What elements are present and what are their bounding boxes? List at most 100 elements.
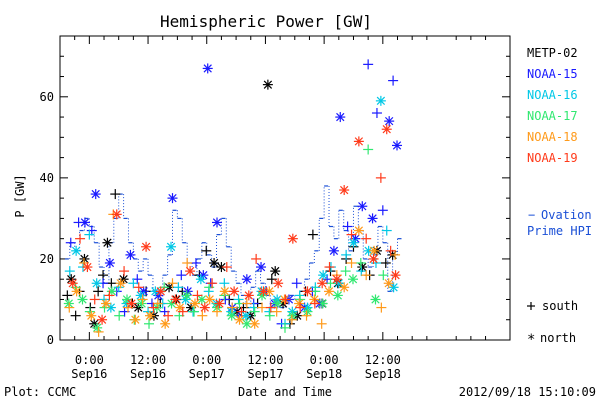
star-stroke (382, 125, 391, 134)
star-stroke (141, 242, 151, 251)
star-stroke (295, 299, 304, 308)
south-point (163, 310, 174, 321)
star-stroke (242, 319, 252, 328)
star-stroke (166, 242, 176, 251)
legend-item-noaa-16: NOAA-16 (527, 88, 578, 102)
star-stroke (333, 291, 343, 300)
star-stroke (340, 283, 349, 292)
north-point (102, 237, 113, 248)
star-stroke (122, 295, 132, 304)
north-point (155, 286, 166, 297)
south-point (133, 282, 144, 293)
south-point (280, 322, 290, 333)
south-point (241, 298, 252, 309)
north-point (294, 298, 305, 309)
south-point (62, 290, 73, 301)
x-tick-label: 12:00 (365, 353, 401, 367)
south-point (182, 257, 193, 268)
north-point (388, 282, 399, 293)
star-stroke (92, 323, 102, 333)
north-point (199, 302, 210, 313)
star-stroke (217, 262, 226, 272)
y-tick-label: 40 (40, 171, 54, 185)
north-point (100, 298, 111, 309)
south-point (64, 302, 75, 313)
plot-area: 02040600:00Sep1612:00Sep160:00Sep1712:00… (40, 35, 511, 381)
star-stroke (392, 141, 402, 150)
north-point (82, 262, 93, 273)
south-point (375, 172, 386, 183)
north-point (71, 245, 82, 256)
south-point (137, 294, 148, 305)
star-stroke (265, 287, 274, 296)
south-point (249, 306, 260, 317)
south-point (201, 245, 212, 256)
south-point (110, 189, 121, 200)
star-stroke (241, 311, 251, 320)
north-point (202, 63, 213, 74)
north-point (357, 201, 368, 212)
north-point (302, 286, 313, 297)
south-point (376, 302, 387, 313)
legend: METP-02 NOAA-15 NOAA-16 NOAA-17 NOAA-18 NOAA-… (527, 46, 592, 348)
star-stroke (171, 295, 180, 304)
star-stroke (391, 270, 400, 280)
star-stroke (263, 80, 273, 89)
north-point (138, 286, 149, 297)
south-point (363, 59, 374, 70)
south-point (212, 306, 223, 317)
south-point (65, 237, 76, 248)
star-stroke (137, 299, 146, 308)
north-point (136, 298, 147, 309)
north-point (348, 237, 359, 248)
star-stroke (103, 238, 112, 247)
north-point (390, 270, 401, 281)
north-point (97, 314, 108, 325)
star-stroke (235, 315, 244, 324)
south-point (264, 310, 275, 321)
south-point (301, 310, 312, 321)
south-point (390, 249, 401, 260)
north-point (318, 270, 329, 281)
legend-south-marker (527, 302, 535, 310)
south-point (86, 225, 97, 236)
south-point (143, 306, 154, 317)
legend-north-label: north (540, 331, 576, 345)
star-stroke (175, 303, 185, 312)
south-point (266, 274, 277, 285)
south-point (377, 205, 388, 216)
south-point (280, 294, 291, 305)
star-stroke (348, 275, 358, 284)
star-stroke (90, 319, 99, 328)
north-point (166, 241, 177, 252)
north-point (212, 217, 223, 228)
south-point (70, 310, 81, 321)
star-stroke (72, 287, 81, 296)
north-point (241, 318, 252, 329)
north-point (79, 217, 90, 228)
star-stroke (384, 279, 393, 288)
south-point (346, 229, 357, 240)
north-point (91, 278, 102, 289)
star-stroke (97, 315, 107, 324)
south-point (167, 278, 178, 289)
north-point (383, 278, 394, 289)
north-point (369, 245, 380, 256)
star-stroke (385, 116, 394, 126)
star-stroke (227, 311, 236, 320)
x-tick-label: 12:00 (247, 353, 283, 367)
south-point (307, 229, 318, 240)
north-point (182, 286, 193, 297)
north-point (357, 262, 368, 273)
star-stroke (106, 303, 116, 312)
south-point (113, 282, 124, 293)
north-point (287, 233, 298, 244)
north-point (384, 116, 395, 127)
south-point (93, 326, 104, 337)
north-point (381, 124, 392, 135)
south-point (233, 294, 244, 305)
star-stroke (190, 299, 200, 308)
star-stroke (349, 238, 358, 247)
